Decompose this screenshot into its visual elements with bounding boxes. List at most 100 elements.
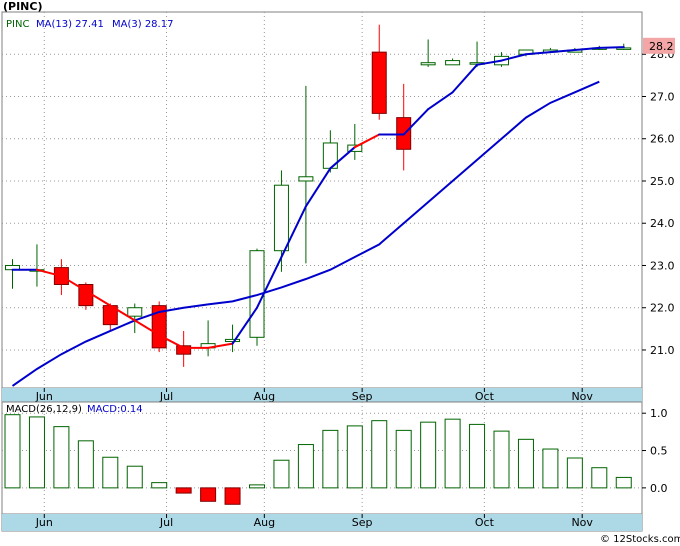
ma3-segment [549, 49, 576, 54]
last-price-badge [643, 37, 675, 54]
price-x-tick-label: Aug [254, 390, 275, 403]
price-y-tick-label: 27.0 [650, 90, 675, 103]
ma3-line [11, 46, 625, 349]
ma3-segment [280, 205, 307, 259]
macd-x-axis: Jun Jul Aug Sep Oct Nov [35, 514, 593, 529]
legend-ma13: MA(13) 27.41 [36, 19, 104, 30]
candle-body-up [420, 62, 436, 66]
price-legend: PINC MA(13) 27.41 MA(3) 28.17 [6, 19, 173, 30]
macd-bar [591, 467, 608, 489]
price-x-tick-label: Sep [352, 390, 373, 403]
candle [298, 85, 314, 264]
price-y-tick-label: 23.0 [650, 259, 675, 272]
macd-bar [566, 457, 583, 489]
candle [151, 301, 167, 353]
macd-bar [371, 420, 388, 489]
ma3-segment [402, 108, 430, 136]
ma3-segment [207, 342, 234, 349]
candle [176, 330, 192, 367]
price-x-tick-label: Oct [475, 390, 495, 403]
price-y-tick-label: 24.0 [650, 217, 675, 230]
macd-x-tick-label: Sep [352, 516, 373, 529]
macd-y-tick-label: 0.5 [650, 445, 668, 458]
ma3-segment [451, 63, 479, 94]
macd-y-axis: 1.0 0.5 0.0 [642, 407, 668, 495]
macd-legend: MACD(26,12,9) MACD:0.14 [6, 404, 143, 415]
macd-bar [249, 484, 265, 489]
last-price-label: 28.2 [649, 40, 674, 53]
macd-panel: 1.0 0.5 0.0 Jun Jul Aug Sep Oct Nov MACD(26,12,… [1, 401, 668, 531]
ma3-segment [573, 46, 601, 52]
macd-legend-params: MACD(26,12,9) [6, 404, 82, 415]
macd-bar [175, 487, 192, 494]
macd-bar [53, 426, 70, 489]
candle [127, 303, 143, 334]
watermark: © 12Stocks.com [600, 534, 680, 545]
legend-ma3: MA(3) 28.17 [112, 19, 173, 30]
ma13-line [11, 80, 600, 387]
macd-bar [102, 456, 119, 489]
ma3-segment [500, 53, 527, 62]
price-x-axis-band [2, 388, 642, 402]
chart-title: (PINC) [3, 0, 43, 13]
macd-bar [517, 438, 534, 489]
macd-bar [420, 421, 437, 489]
candle-body-up [445, 60, 461, 66]
candle [420, 39, 436, 67]
macd-bar [200, 487, 217, 502]
candle [322, 130, 338, 173]
candle-body-down [176, 345, 192, 355]
ma3-segment [524, 51, 552, 56]
price-y-tick-label: 22.0 [650, 302, 675, 315]
ma3-segment [231, 306, 258, 345]
macd-bar [542, 448, 559, 489]
price-grid [2, 12, 642, 388]
price-x-tick-label: Nov [571, 390, 593, 403]
macd-bar [493, 430, 510, 489]
ma3-segment [427, 91, 454, 111]
macd-bar [126, 465, 143, 489]
price-y-tick-label: 21.0 [650, 344, 675, 357]
price-y-axis: 21.022.023.024.025.026.027.028.0 [642, 48, 675, 357]
macd-bar [77, 440, 94, 489]
macd-bar [615, 476, 632, 489]
ma3-segment [329, 146, 356, 170]
macd-x-tick-label: Nov [571, 516, 593, 529]
macd-y-tick-label: 1.0 [650, 407, 668, 420]
macd-x-tick-label: Jul [159, 516, 173, 529]
ma3-segment [353, 133, 381, 149]
candle-body-down [371, 51, 387, 114]
macd-legend-value: MACD:0.14 [87, 404, 143, 415]
macd-bar [469, 423, 486, 489]
last-price-marker: 28.2 [643, 37, 675, 54]
candle [445, 58, 461, 66]
ma3-segment [133, 319, 161, 337]
ma3-segment [84, 289, 112, 307]
ma3-segment [35, 268, 63, 278]
macd-bar [151, 482, 168, 489]
macd-bar [4, 414, 21, 489]
price-x-tick-label: Jun [35, 390, 53, 403]
legend-ticker: PINC [6, 19, 29, 30]
candle-body-up [298, 176, 314, 182]
macd-bar [224, 487, 241, 505]
macd-x-tick-label: Jun [35, 516, 53, 529]
candle-body-up [127, 307, 143, 317]
candle [371, 24, 387, 120]
price-y-tick-label: 25.0 [650, 175, 675, 188]
candle-body-up [273, 184, 289, 252]
macd-bar [444, 418, 461, 489]
macd-x-axis-band [2, 514, 642, 531]
macd-bars [4, 414, 632, 505]
price-y-tick-label: 26.0 [650, 133, 675, 146]
ma3-segment [476, 59, 503, 66]
macd-x-tick-label: Oct [475, 516, 495, 529]
macd-bar [346, 425, 363, 489]
macd-bar [28, 416, 45, 489]
macd-bar [297, 444, 314, 489]
ma3-segment [598, 46, 625, 49]
ma3-segment [109, 304, 136, 322]
price-plot-area [1, 11, 643, 389]
price-x-axis: Jun Jul Aug Sep Oct Nov [35, 388, 593, 403]
